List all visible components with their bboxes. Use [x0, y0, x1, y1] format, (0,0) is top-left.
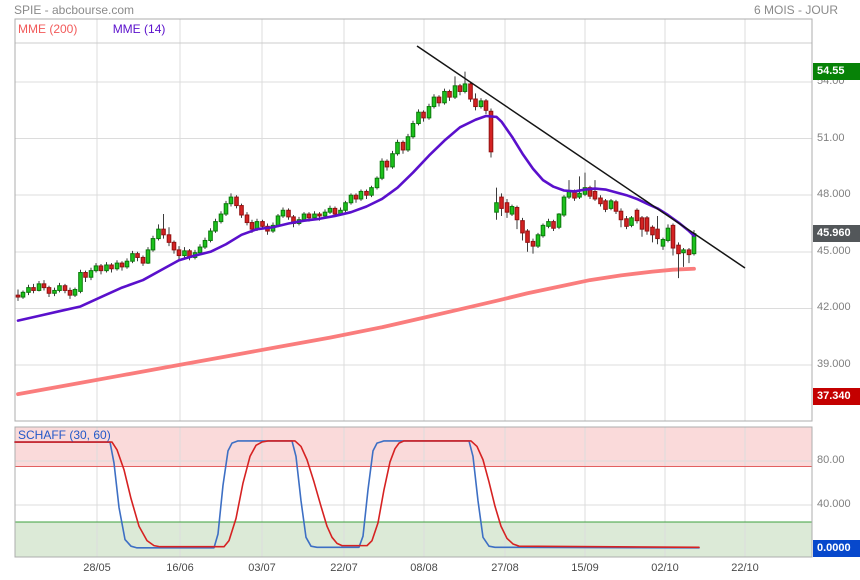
indicator-legend: MME (200) MME (14) — [18, 22, 165, 36]
candlestick-series — [15, 71, 697, 301]
schaff-indicator-label[interactable]: SCHAFF (30, 60) — [18, 428, 111, 442]
indicator-panel-frame — [14, 426, 813, 558]
legend-mme14[interactable]: MME (14) — [112, 22, 166, 36]
mme14-line — [16, 114, 696, 322]
main-panel-frame — [14, 18, 813, 422]
schaff-red-line — [14, 440, 700, 549]
chart-title: SPIE - abcbourse.com — [14, 3, 135, 17]
gridlines — [15, 19, 812, 557]
timeframe-label[interactable]: 6 MOIS - JOUR — [753, 3, 838, 17]
legend-mme200[interactable]: MME (200) — [18, 22, 78, 36]
schaff-bands — [15, 427, 812, 557]
schaff-blue-line — [14, 440, 700, 549]
trendline[interactable] — [416, 45, 746, 269]
mme200-line — [16, 266, 696, 397]
